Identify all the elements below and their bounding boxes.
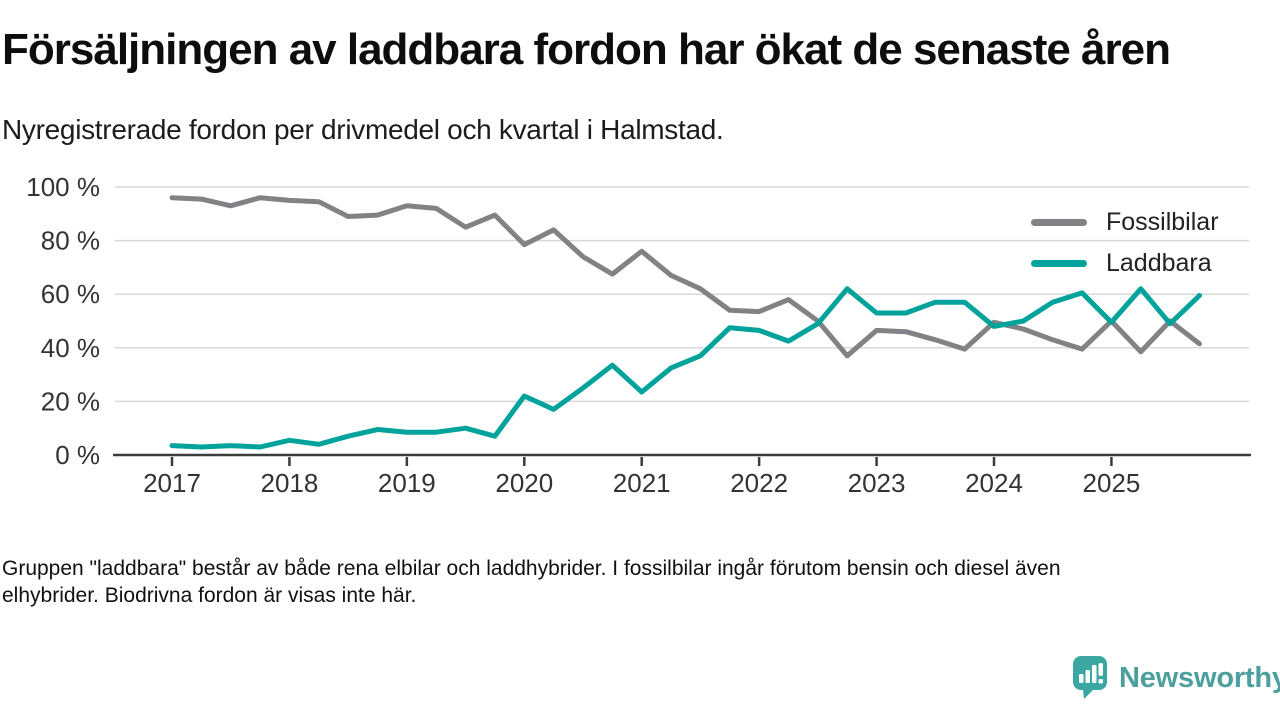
legend-item-fossilbilar: Fossilbilar	[1029, 207, 1225, 237]
svg-text:2018: 2018	[261, 468, 319, 498]
svg-text:80 %: 80 %	[41, 226, 100, 256]
fossilbilar-line	[169, 195, 1202, 359]
svg-text:2017: 2017	[143, 468, 201, 498]
svg-text:2021: 2021	[613, 468, 671, 498]
svg-text:2025: 2025	[1083, 468, 1141, 498]
legend-label-laddbara: Laddbara	[1106, 248, 1212, 277]
footnote-line-2: elhybrider. Biodrivna fordon är visas in…	[2, 584, 417, 607]
legend-item-laddbara: Laddbara	[1029, 248, 1225, 278]
chart-subtitle: Nyregistrerade fordon per drivmedel och …	[2, 114, 724, 145]
footnote-line-1: Gruppen "laddbara" består av både rena e…	[2, 557, 1061, 580]
svg-text:40 %: 40 %	[41, 333, 100, 363]
svg-text:60 %: 60 %	[41, 279, 100, 309]
newsworthy-logo: Newsworthy	[1073, 656, 1280, 700]
svg-text:20 %: 20 %	[41, 386, 100, 416]
chart-title: Försäljningen av laddbara fordon har öka…	[2, 25, 1171, 74]
x-axis-labels: 2017 2018 2019 2020 2021 2022 2023 2024 2025	[143, 468, 1140, 498]
svg-text:0 %: 0 %	[55, 440, 100, 470]
svg-text:100 %: 100 %	[26, 172, 100, 202]
y-axis-labels: 100 % 80 % 60 % 40 % 20 % 0 %	[26, 172, 100, 470]
svg-text:2023: 2023	[848, 468, 906, 498]
svg-text:2022: 2022	[730, 468, 788, 498]
x-axis-ticks	[170, 457, 1113, 466]
legend-label-fossilbilar: Fossilbilar	[1106, 207, 1219, 236]
footnote: Gruppen "laddbara" består av både rena e…	[2, 555, 1262, 609]
fossilbilar-line-swatch	[1031, 218, 1087, 226]
newsworthy-wordmark: Newsworthy	[1119, 661, 1280, 694]
gridlines	[115, 186, 1249, 403]
svg-text:2019: 2019	[378, 468, 436, 498]
svg-text:2024: 2024	[965, 468, 1023, 498]
svg-text:2020: 2020	[495, 468, 553, 498]
laddbara-line-swatch	[1031, 259, 1087, 267]
chart-legend: Fossilbilar Laddbara	[1029, 207, 1225, 278]
newsworthy-icon	[1073, 656, 1107, 699]
laddbara-line	[169, 286, 1202, 450]
